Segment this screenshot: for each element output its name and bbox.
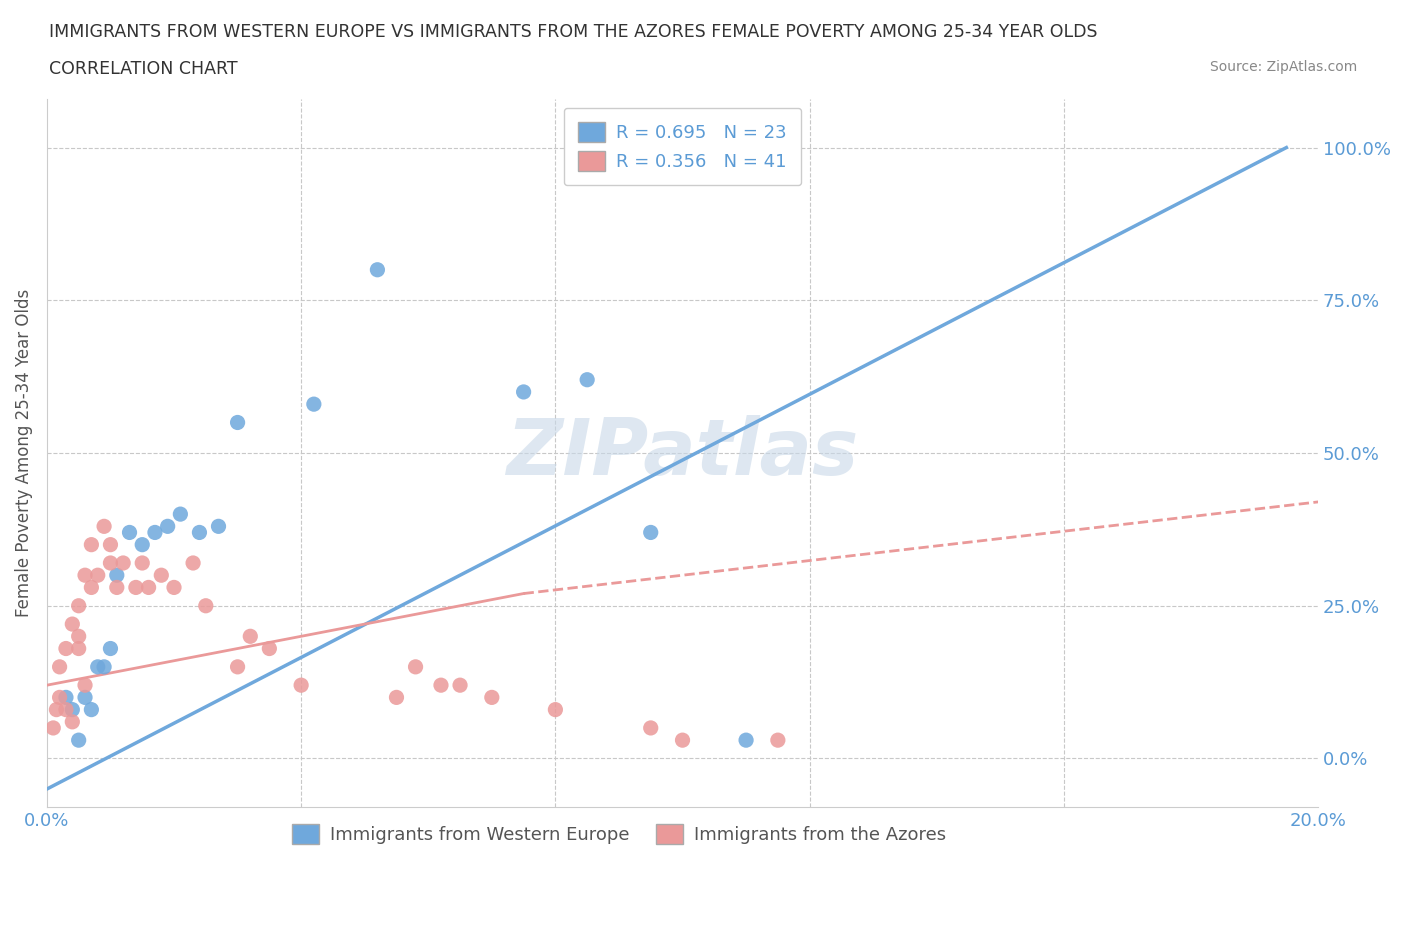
Point [544,702,567,717]
Point [100,555,122,570]
Point [150,568,173,583]
Point [80,580,103,595]
Point [385,690,408,705]
Point [156,519,179,534]
Point [239,629,262,644]
Point [131,538,153,552]
Legend: Immigrants from Western Europe, Immigrants from the Azores: Immigrants from Western Europe, Immigran… [277,810,960,858]
Point [118,525,141,540]
Point [125,580,148,595]
Point [80,702,103,717]
Point [42,721,65,736]
Point [48,659,70,674]
Point [60,714,83,729]
Point [80,538,103,552]
Point [430,678,453,693]
Point [67,598,90,613]
Point [302,397,325,412]
Point [143,525,166,540]
Point [259,641,281,656]
Point [67,641,90,656]
Point [405,659,427,674]
Point [226,415,249,430]
Point [55,702,77,717]
Point [512,384,534,399]
Point [207,519,229,534]
Point [194,598,217,613]
Point [55,641,77,656]
Point [87,659,110,674]
Text: CORRELATION CHART: CORRELATION CHART [49,60,238,78]
Point [60,617,83,631]
Point [87,568,110,583]
Point [48,690,70,705]
Point [640,525,662,540]
Point [640,721,662,736]
Point [45,702,67,717]
Point [73,690,96,705]
Point [105,580,128,595]
Point [73,568,96,583]
Point [226,659,249,674]
Point [67,629,90,644]
Point [181,555,204,570]
Point [290,678,312,693]
Point [449,678,471,693]
Point [100,538,122,552]
Point [481,690,503,705]
Point [671,733,693,748]
Y-axis label: Female Poverty Among 25-34 Year Olds: Female Poverty Among 25-34 Year Olds [15,289,32,618]
Point [112,555,135,570]
Point [93,519,115,534]
Text: ZIPatlas: ZIPatlas [506,415,859,491]
Point [131,555,153,570]
Point [60,702,83,717]
Text: Source: ZipAtlas.com: Source: ZipAtlas.com [1209,60,1357,74]
Point [576,372,599,387]
Point [163,580,186,595]
Point [138,580,160,595]
Point [366,262,388,277]
Point [67,733,90,748]
Point [93,659,115,674]
Point [188,525,211,540]
Point [73,678,96,693]
Point [735,733,758,748]
Point [169,507,191,522]
Text: IMMIGRANTS FROM WESTERN EUROPE VS IMMIGRANTS FROM THE AZORES FEMALE POVERTY AMON: IMMIGRANTS FROM WESTERN EUROPE VS IMMIGR… [49,23,1098,41]
Point [55,690,77,705]
Point [105,568,128,583]
Point [100,641,122,656]
Point [766,733,789,748]
